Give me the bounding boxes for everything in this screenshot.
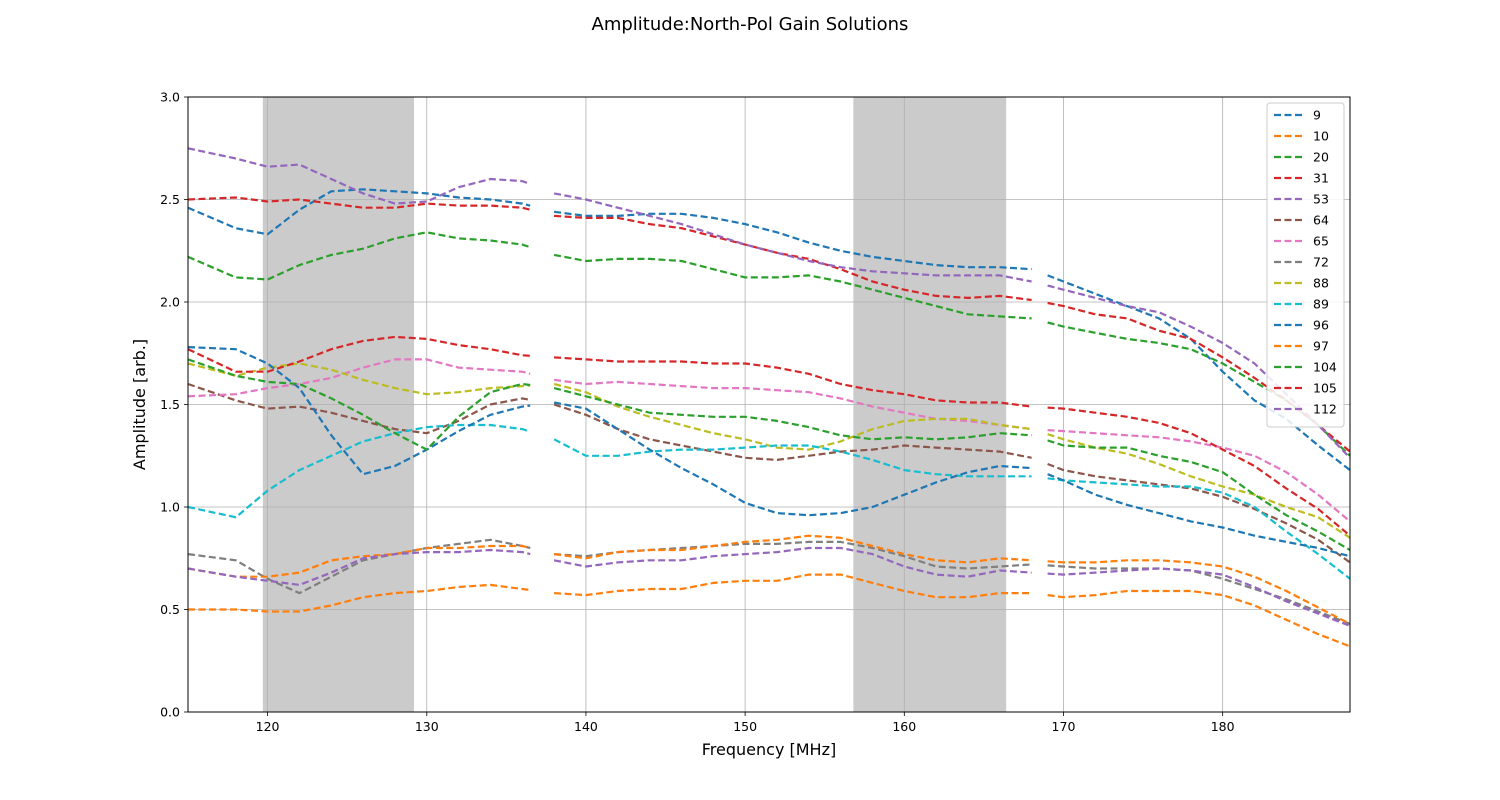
legend-label: 65 xyxy=(1313,234,1329,249)
legend-entry-105: 105 xyxy=(1274,381,1337,396)
y-axis-ticks: 0.0 0.5 1.0 1.5 2.0 2.5 3.0 xyxy=(160,90,188,720)
legend-entry-9: 9 xyxy=(1274,108,1321,123)
legend-label: 31 xyxy=(1313,171,1329,186)
legend-label: 96 xyxy=(1313,318,1329,333)
series-line-64 xyxy=(187,382,1351,564)
series-line-105 xyxy=(187,335,1351,537)
legend-entry-112: 112 xyxy=(1274,402,1337,417)
x-tick-label: 130 xyxy=(415,719,439,734)
legend-label: 88 xyxy=(1313,276,1329,291)
y-tick-label: 2.5 xyxy=(160,192,180,207)
legend-label: 53 xyxy=(1313,192,1329,207)
series-line-10 xyxy=(188,573,1351,648)
series-line-89 xyxy=(187,423,1351,580)
y-tick-label: 0.5 xyxy=(160,602,180,617)
legend-label: 9 xyxy=(1313,108,1321,123)
legend-entry-97: 97 xyxy=(1274,339,1329,354)
series-line-96 xyxy=(187,346,1351,558)
legend-label: 112 xyxy=(1313,402,1337,417)
legend: 9 10 20 31 53 64 65 72 88 89 96 97 104 105 112 xyxy=(1266,102,1345,428)
series-line-97 xyxy=(187,534,1351,625)
legend-label: 105 xyxy=(1313,381,1337,396)
legend-entry-53: 53 xyxy=(1274,192,1329,207)
legend-label: 104 xyxy=(1313,360,1337,375)
y-tick-label: 0.0 xyxy=(160,705,180,720)
series-lines xyxy=(187,147,1351,648)
legend-label: 89 xyxy=(1313,297,1329,312)
x-tick-label: 180 xyxy=(1211,719,1235,734)
y-tick-label: 1.5 xyxy=(160,397,180,412)
legend-label: 72 xyxy=(1313,255,1329,270)
legend-label: 64 xyxy=(1313,213,1329,228)
series-line-104 xyxy=(187,358,1351,551)
x-tick-label: 160 xyxy=(892,719,916,734)
legend-entry-72: 72 xyxy=(1274,255,1329,270)
legend-entry-65: 65 xyxy=(1274,234,1329,249)
legend-entry-88: 88 xyxy=(1274,276,1329,291)
legend-box xyxy=(1266,102,1345,428)
series-line-53 xyxy=(187,147,1351,459)
x-tick-label: 140 xyxy=(574,719,598,734)
y-tick-label: 1.0 xyxy=(160,500,180,515)
legend-entry-20: 20 xyxy=(1274,150,1329,165)
series-line-9 xyxy=(187,188,1351,471)
x-tick-label: 150 xyxy=(733,719,757,734)
y-tick-label: 3.0 xyxy=(160,90,180,105)
legend-entry-89: 89 xyxy=(1274,297,1329,312)
x-axis-label: Frequency [MHz] xyxy=(702,740,836,759)
chart-title: Amplitude:North-Pol Gain Solutions xyxy=(592,14,909,35)
legend-entry-104: 104 xyxy=(1274,360,1337,375)
legend-label: 10 xyxy=(1313,129,1329,144)
legend-entry-31: 31 xyxy=(1274,171,1329,186)
y-axis-label: Amplitude [arb.] xyxy=(130,339,149,470)
legend-entry-64: 64 xyxy=(1274,213,1329,228)
x-tick-label: 120 xyxy=(256,719,280,734)
x-axis-ticks: 120 130 140 150 160 170 180 xyxy=(256,712,1235,734)
legend-label: 20 xyxy=(1313,150,1329,165)
series-line-88 xyxy=(187,362,1351,539)
legend-entry-10: 10 xyxy=(1274,129,1329,144)
x-tick-label: 170 xyxy=(1052,719,1076,734)
legend-label: 97 xyxy=(1313,339,1329,354)
y-tick-label: 2.0 xyxy=(160,295,180,310)
series-line-112 xyxy=(187,546,1351,627)
legend-entry-96: 96 xyxy=(1274,318,1329,333)
